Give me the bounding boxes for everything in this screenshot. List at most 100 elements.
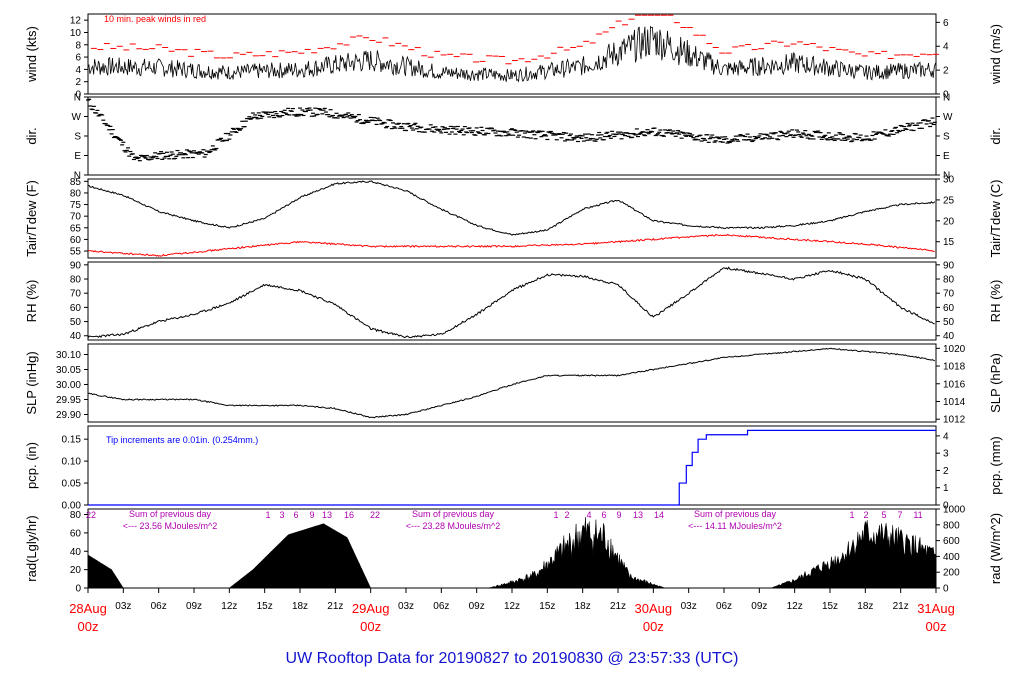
temp-f-tick-label: 85: [70, 177, 82, 188]
time-tick-label: 03z: [115, 601, 131, 612]
rad-tick-number: 16: [344, 510, 354, 520]
rad-tick-number: 9: [309, 510, 314, 520]
temp-c-tick-label: 25: [943, 195, 955, 206]
wind-ms-tick-label: 6: [943, 18, 949, 29]
slp-series: [87, 347, 936, 419]
temp-ylabel: Tair/Tdew (F): [24, 180, 39, 257]
rad-daily-sum: Sum of previous day: [694, 509, 777, 519]
dir-tick-label: E: [74, 151, 81, 162]
pcp-tick-label: 0.10: [62, 457, 82, 468]
temp-c-tick-label: 20: [943, 216, 955, 227]
wind-kts-tick-label: 10: [70, 28, 82, 39]
slp-ylabel-right: SLP (hPa): [988, 353, 1003, 413]
rad-tick-label: 40: [70, 547, 82, 558]
wind-kts-tick-label: 2: [75, 77, 81, 88]
rad-daily-sum: <--- 23.56 MJoules/m^2: [123, 521, 218, 531]
time-tick-label: 15z: [257, 601, 273, 612]
date-label: 29Aug: [352, 601, 390, 616]
slp-tick-label: 30.05: [56, 365, 81, 376]
rad-tick-label: 80: [70, 510, 82, 521]
rad-daily-sum: <--- 14.11 MJoules/m^2: [688, 521, 782, 531]
dir-tick-label: W: [72, 112, 82, 123]
rad-tick-number: 1: [265, 510, 270, 520]
dir-tick-label: N: [943, 171, 950, 182]
temp-ylabel-right: Tair/Tdew (C): [988, 179, 1003, 257]
rh-right-tick-label: 50: [943, 317, 955, 328]
slp-hpa-tick-label: 1014: [943, 397, 966, 408]
time-tick-label: 21z: [610, 601, 626, 612]
temp-f-tick-label: 70: [70, 212, 82, 223]
rh-tick-label: 40: [70, 331, 82, 342]
slp-tick-label: 29.90: [56, 410, 81, 421]
temp-f-tick-label: 75: [70, 200, 82, 211]
wind-series: [87, 25, 937, 83]
rad-tick-number: 9: [616, 510, 621, 520]
rad-ylabel-right: rad (W/m^2): [988, 513, 1003, 584]
rad-tick-number: 6: [601, 510, 606, 520]
dir-tick-label: N: [74, 93, 81, 104]
pcp-annotation: Tip increments are 0.01in. (0.254mm.): [106, 435, 258, 445]
rad-tick-number: 2: [564, 510, 569, 520]
slp-tick-label: 30.10: [56, 350, 81, 361]
slp-tick-label: 29.95: [56, 395, 81, 406]
rh-right-tick-label: 40: [943, 331, 955, 342]
rad-tick-number: 2: [863, 510, 868, 520]
dir-tick-label: W: [943, 112, 953, 123]
rad-ylabel: rad(Lgly/hr): [24, 515, 39, 581]
dir-ylabel: dir.: [24, 127, 39, 144]
wind-ylabel: wind (kts): [24, 26, 39, 83]
rad-tick-number: 14: [654, 510, 664, 520]
rh-right-tick-label: 90: [943, 260, 955, 271]
time-tick-label: 09z: [186, 601, 202, 612]
figure-title: UW Rooftop Data for 20190827 to 20190830…: [285, 650, 739, 667]
rh-ylabel-right: RH (%): [988, 280, 1003, 323]
wind-kts-tick-label: 6: [75, 53, 81, 64]
rh-tick-label: 50: [70, 317, 82, 328]
time-tick-label: 09z: [751, 601, 767, 612]
rh-right-tick-label: 70: [943, 289, 955, 300]
time-tick-label: 21z: [893, 601, 909, 612]
time-tick-label: 21z: [327, 601, 343, 612]
rad-w-tick-label: 600: [943, 536, 960, 547]
time-tick-label: 15z: [539, 601, 555, 612]
rad-w-tick-label: 400: [943, 552, 960, 563]
date-hour-label: 00z: [78, 619, 99, 634]
slp-hpa-tick-label: 1016: [943, 379, 966, 390]
date-hour-label: 00z: [360, 619, 381, 634]
time-tick-label: 18z: [575, 601, 591, 612]
rh-right-tick-label: 80: [943, 275, 955, 286]
rad-tick-number: 13: [633, 510, 643, 520]
rad-w-tick-label: 200: [943, 568, 960, 579]
rad-tick-number: 11: [913, 510, 922, 520]
wind-kts-tick-label: 4: [75, 65, 81, 76]
rad-tick-number: 6: [293, 510, 298, 520]
dir-tick-label: N: [943, 93, 950, 104]
wind-ms-tick-label: 4: [943, 42, 949, 53]
rad-tick-number: 4: [586, 510, 591, 520]
pcp-ylabel-right: pcp. (mm): [988, 436, 1003, 495]
slp-hpa-tick-label: 1012: [943, 415, 966, 426]
time-tick-label: 03z: [681, 601, 697, 612]
wind-kts-tick-label: 0: [75, 90, 81, 101]
rh-series: [87, 266, 935, 339]
rad-tick-number: 22: [370, 510, 380, 520]
time-tick-label: 06z: [716, 601, 732, 612]
slp-hpa-tick-label: 1018: [943, 362, 966, 373]
pcp-mm-tick-label: 0: [943, 501, 949, 512]
wind-ylabel-right: wind (m/s): [988, 24, 1003, 85]
date-hour-label: 00z: [926, 619, 947, 634]
temp-f-tick-label: 55: [70, 247, 82, 258]
panel-frame: [87, 343, 937, 423]
pcp-mm-tick-label: 2: [943, 466, 949, 477]
temp-f-tick-label: 60: [70, 235, 82, 246]
slp-tick-label: 30.00: [56, 380, 81, 391]
time-tick-label: 12z: [504, 601, 520, 612]
time-tick-label: 12z: [787, 601, 803, 612]
rad-daily-sum: Sum of previous day: [412, 509, 495, 519]
temp-c-tick-label: 30: [943, 175, 955, 186]
pcp-ylabel: pcp. (in): [24, 442, 39, 489]
wind-kts-tick-label: 12: [70, 16, 82, 27]
dir-tick-label: N: [74, 171, 81, 182]
rh-tick-label: 60: [70, 303, 82, 314]
